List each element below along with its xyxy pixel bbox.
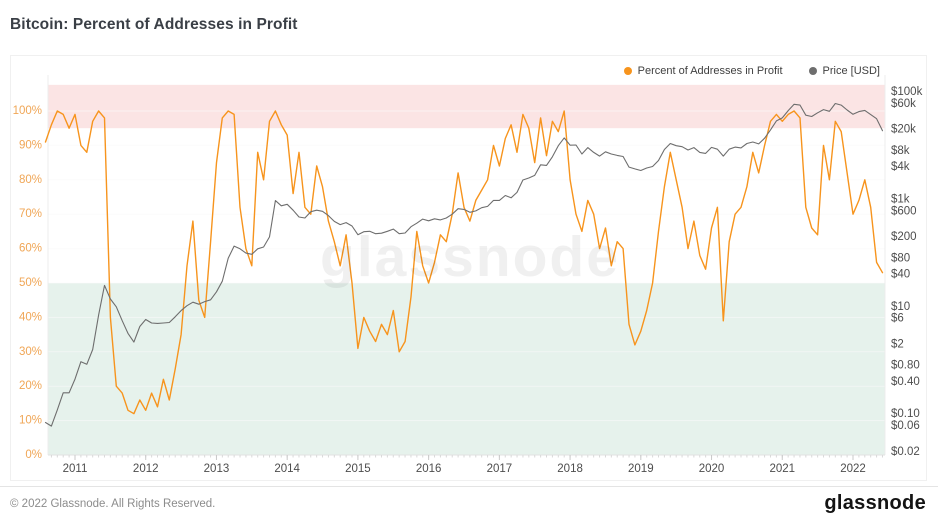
- x-axis-year-label: 2014: [274, 463, 300, 475]
- profit-band-overbought: [48, 84, 885, 129]
- footer-bar: © 2022 Glassnode. All Rights Reserved. g…: [0, 486, 938, 523]
- left-axis-tick-label: 90%: [19, 139, 42, 151]
- left-axis-tick-label: 80%: [19, 174, 42, 186]
- right-axis-tick-label: $0.02: [891, 446, 920, 458]
- legend-dot-orange-icon: [623, 67, 632, 75]
- right-axis-tick-label: $20k: [891, 124, 916, 136]
- legend-dot-gray-icon: [808, 67, 817, 75]
- x-axis-year-label: 2015: [345, 463, 371, 475]
- left-axis-tick-label: 60%: [19, 243, 42, 255]
- left-axis-tick-label: 50%: [19, 277, 42, 289]
- left-axis-tick-label: 70%: [19, 208, 42, 220]
- left-axis-tick-label: 20%: [19, 380, 42, 392]
- x-axis: 2011 2012 2013 2014 2015 2016 2017 2018 2019 2020…: [50, 455, 883, 475]
- right-axis-tick-label: $200: [891, 231, 917, 243]
- glassnode-logo: glassnode: [824, 492, 926, 514]
- plot-frame: [47, 75, 886, 456]
- right-axis-tick-label: $2: [891, 338, 904, 350]
- right-axis-tick-label: $6: [891, 313, 904, 325]
- legend-label-price-usd: Price [USD]: [822, 65, 880, 77]
- x-axis-year-label: 2018: [557, 463, 583, 475]
- plot-hover-area[interactable]: [48, 75, 885, 455]
- x-axis-year-label: 2011: [63, 463, 88, 475]
- chart-legend: Percent of Addresses in Profit Price [US…: [623, 65, 880, 77]
- x-axis-year-label: 2012: [133, 463, 159, 475]
- right-axis-tick-label: $80: [891, 252, 910, 264]
- percent-in-profit-line: [44, 110, 884, 415]
- left-axis-labels: 0% 10% 20% 30% 40% 50% 60% 70% 80% 90% 100%: [13, 105, 42, 461]
- left-axis-tick-label: 40%: [19, 311, 42, 323]
- left-axis-tick-label: 10%: [19, 415, 42, 427]
- right-axis-tick-label: $100k: [891, 86, 923, 98]
- left-axis-tick-label: 100%: [13, 105, 42, 117]
- x-axis-year-label: 2019: [628, 463, 654, 475]
- x-axis-year-label: 2021: [769, 463, 795, 475]
- x-axis-year-label: 2013: [204, 463, 230, 475]
- right-axis-tick-label: $0.10: [891, 408, 920, 420]
- right-axis-tick-label: $10: [891, 301, 910, 313]
- right-axis-tick-label: $0.80: [891, 360, 920, 372]
- legend-item-percent-in-profit[interactable]: Percent of Addresses in Profit: [623, 65, 783, 77]
- copyright-text: © 2022 Glassnode. All Rights Reserved.: [10, 498, 216, 510]
- left-axis-tick-label: 30%: [19, 346, 42, 358]
- right-axis-tick-label: $8k: [891, 145, 910, 157]
- right-axis-tick-label: $4k: [891, 161, 910, 173]
- right-axis-tick-label: $1k: [891, 193, 910, 205]
- x-axis-year-label: 2016: [416, 463, 442, 475]
- right-axis-tick-label: $600: [891, 205, 917, 217]
- profit-band-oversold: [48, 283, 885, 455]
- legend-item-price-usd[interactable]: Price [USD]: [808, 65, 880, 77]
- x-axis-year-label: 2022: [840, 463, 866, 475]
- x-axis-year-label: 2020: [699, 463, 725, 475]
- right-axis-tick-label: $60k: [891, 98, 916, 110]
- right-axis-tick-label: $0.06: [891, 420, 920, 432]
- page-title: Bitcoin: Percent of Addresses in Profit: [10, 16, 298, 33]
- right-axis-tick-label: $0.40: [891, 376, 920, 388]
- left-axis-tick-label: 0%: [25, 449, 42, 461]
- price-line: [44, 102, 884, 427]
- right-axis-labels: $100k$60k$20k$8k$4k$1k$600$200$80$40$10$…: [891, 86, 923, 458]
- legend-label-percent-in-profit: Percent of Addresses in Profit: [637, 65, 783, 77]
- x-axis-year-label: 2017: [487, 463, 513, 475]
- right-axis-tick-label: $40: [891, 269, 910, 281]
